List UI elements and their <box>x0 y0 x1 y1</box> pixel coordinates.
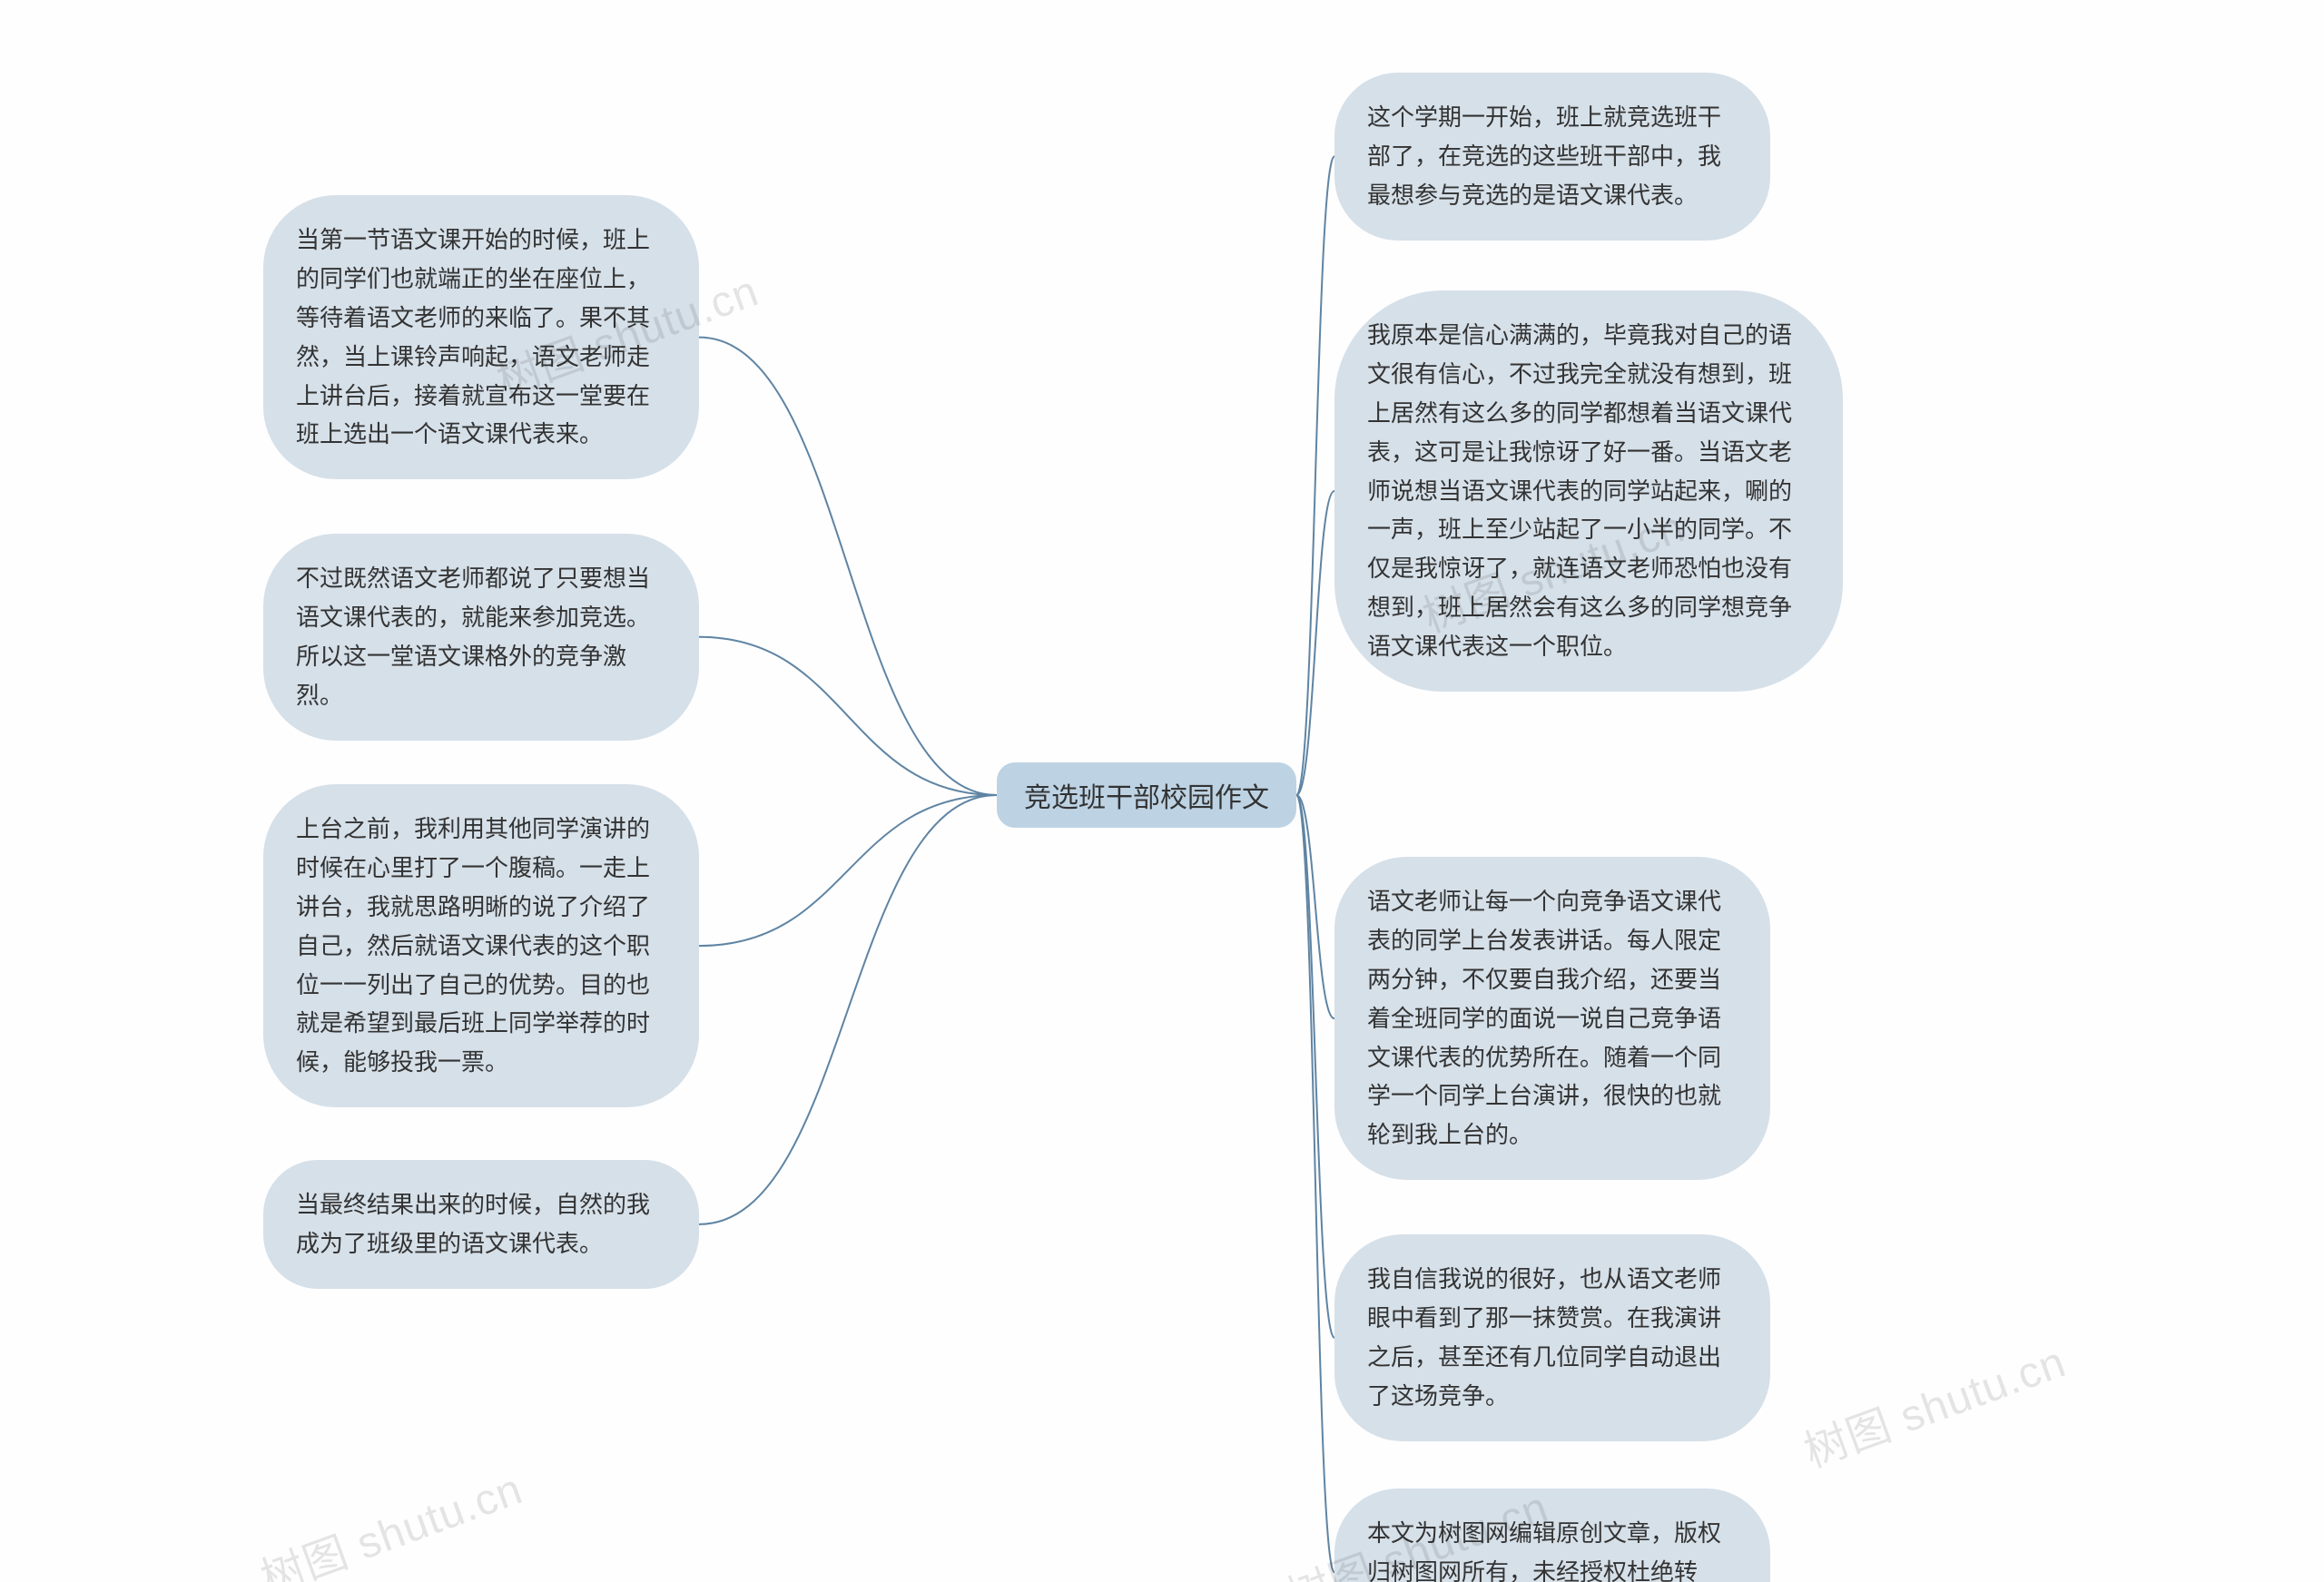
watermark: 树图 shutu.cn <box>251 1453 530 1582</box>
left-node-3[interactable]: 上台之前，我利用其他同学演讲的时候在心里打了一个腹稿。一走上讲台，我就思路明晰的… <box>263 784 699 1107</box>
watermark: 树图 shutu.cn <box>1794 1326 2073 1479</box>
left-node-1[interactable]: 当第一节语文课开始的时候，班上的同学们也就端正的坐在座位上，等待着语文老师的来临… <box>263 195 699 479</box>
center-node[interactable]: 竞选班干部校园作文 <box>997 762 1296 828</box>
left-node-2[interactable]: 不过既然语文老师都说了只要想当语文课代表的，就能来参加竞选。所以这一堂语文课格外… <box>263 534 699 741</box>
mindmap-canvas: 竞选班干部校园作文 当第一节语文课开始的时候，班上的同学们也就端正的坐在座位上，等… <box>0 0 2324 1582</box>
right-node-1[interactable]: 这个学期一开始，班上就竞选班干部了，在竞选的这些班干部中，我最想参与竞选的是语文… <box>1334 73 1770 241</box>
right-node-5[interactable]: 本文为树图网编辑原创文章，版权归树图网所有，未经授权杜绝转载，违者追究法律责任。 <box>1334 1489 1770 1582</box>
right-node-2[interactable]: 我原本是信心满满的，毕竟我对自己的语文很有信心，不过我完全就没有想到，班上居然有… <box>1334 290 1843 692</box>
right-node-4[interactable]: 我自信我说的很好，也从语文老师眼中看到了那一抹赞赏。在我演讲之后，甚至还有几位同… <box>1334 1234 1770 1441</box>
left-node-4[interactable]: 当最终结果出来的时候，自然的我成为了班级里的语文课代表。 <box>263 1160 699 1289</box>
right-node-3[interactable]: 语文老师让每一个向竞争语文课代表的同学上台发表讲话。每人限定两分钟，不仅要自我介… <box>1334 857 1770 1180</box>
